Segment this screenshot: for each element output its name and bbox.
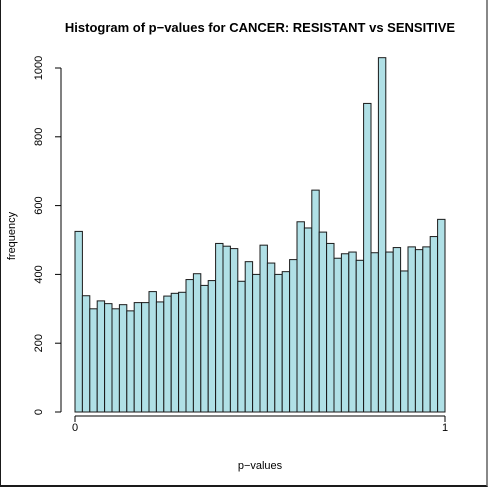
histogram-bar [244, 261, 254, 413]
histogram-bar [111, 308, 120, 413]
histogram-bar [422, 246, 431, 413]
histogram-bar [104, 303, 113, 413]
x-axis-label: p−values [238, 460, 283, 472]
histogram-bar [340, 253, 350, 413]
y-tick-label: 200 [33, 334, 45, 352]
histogram-bar [163, 295, 172, 413]
histogram-bar [118, 304, 128, 413]
histogram-bar [400, 270, 409, 413]
histogram-bar [133, 302, 143, 413]
histogram-bar [237, 280, 246, 413]
histogram-bar [89, 308, 98, 413]
y-tick-label: 800 [33, 128, 45, 146]
histogram-bar [296, 221, 305, 413]
histogram-bar [437, 218, 446, 413]
histogram-bar [200, 284, 209, 413]
y-tick-label: 400 [33, 265, 45, 283]
histogram-bar [126, 310, 135, 413]
y-axis-label: frequency [6, 211, 18, 260]
histogram-bar [392, 247, 402, 413]
y-tick-label: 600 [33, 196, 45, 214]
y-tick-label: 1000 [33, 56, 45, 80]
x-tick-label: 0 [72, 422, 78, 434]
histogram-bar [170, 292, 180, 413]
histogram-bar [259, 244, 268, 413]
histogram-bar [207, 280, 217, 413]
histogram-bar [215, 242, 224, 413]
histogram-bar [311, 189, 320, 413]
histogram-bar [326, 242, 335, 413]
histogram-bars [74, 57, 446, 413]
histogram-bar [281, 271, 291, 413]
histogram-bar [370, 252, 379, 413]
histogram-bar [348, 251, 357, 413]
histogram-bar [155, 301, 165, 413]
histogram-bar [81, 295, 91, 413]
histogram-bar [429, 236, 439, 413]
histogram-bar [407, 246, 416, 413]
y-axis: 0 200 400 600 800 1000 [33, 56, 62, 415]
histogram-bar [303, 227, 313, 413]
histogram-bar [192, 273, 202, 413]
y-tick-label: 0 [33, 409, 45, 415]
histogram-bar [377, 57, 387, 413]
histogram-bar [96, 300, 106, 413]
histogram-bar [229, 248, 239, 413]
histogram-bar [385, 251, 394, 413]
histogram-bar [274, 273, 283, 413]
histogram-bar [289, 259, 298, 413]
histogram-bar [185, 279, 194, 413]
histogram-bar [141, 302, 150, 413]
histogram-bar [414, 249, 424, 413]
histogram-bar [363, 102, 372, 413]
chart-title: Histogram of p−values for CANCER: RESIST… [65, 20, 456, 35]
histogram-bar [333, 257, 342, 413]
histogram-bar [355, 259, 365, 413]
histogram-bar [318, 231, 328, 413]
histogram-bar [222, 245, 231, 413]
histogram-bar [178, 291, 187, 413]
histogram-bar [74, 230, 83, 413]
histogram-bar [252, 273, 261, 413]
histogram-bar [266, 262, 276, 413]
histogram-bar [148, 291, 157, 413]
x-tick-label: 1 [442, 422, 448, 434]
